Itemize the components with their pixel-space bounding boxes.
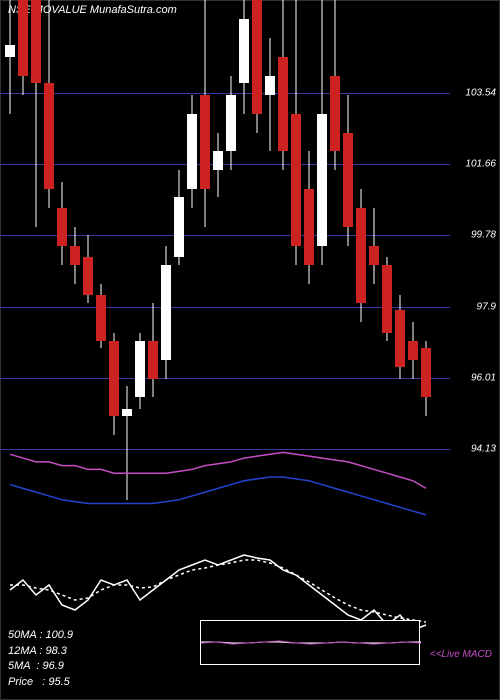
ma-line (10, 452, 426, 488)
macd-lines (201, 621, 421, 666)
ma50-row: 50MA : 100.9 (8, 628, 73, 643)
ma-lines (0, 0, 450, 530)
y-label: 96.01 (471, 373, 496, 384)
ma5-row: 5MA : 96.9 (8, 659, 73, 674)
info-panel: 50MA : 100.9 12MA : 98.3 5MA : 96.9 Pric… (8, 628, 73, 690)
stock-chart: NSE MOVALUE MunafaSutra.com 103.54101.66… (0, 0, 500, 700)
y-label: 94.13 (471, 444, 496, 455)
y-label: 99.78 (471, 230, 496, 241)
y-label: 97.9 (477, 301, 496, 312)
macd-label: <<Live MACD (430, 649, 492, 660)
macd-inset (200, 620, 420, 665)
y-label: 103.54 (465, 88, 496, 99)
y-label: 101.66 (465, 159, 496, 170)
ma-line (10, 477, 426, 515)
y-axis: 103.54 101.66 99.78 97.9 96.01 94.13 (450, 0, 500, 530)
price-row: Price : 95.5 (8, 675, 73, 690)
indicator-line (10, 560, 426, 622)
indicator-line (10, 555, 426, 630)
ma12-row: 12MA : 98.3 (8, 644, 73, 659)
price-chart (0, 0, 450, 530)
